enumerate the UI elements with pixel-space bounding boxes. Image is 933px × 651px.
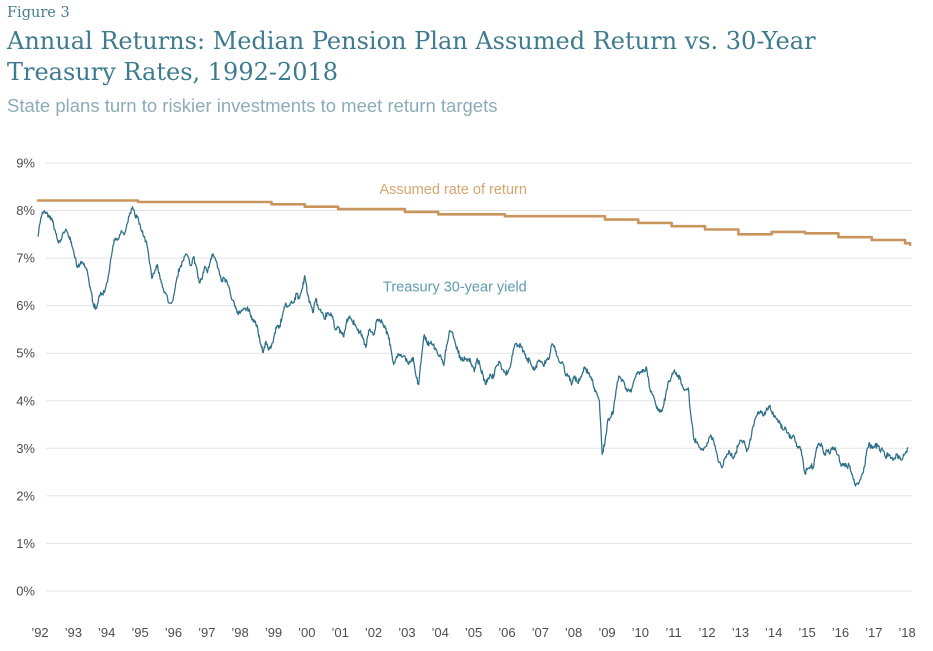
x-axis-label: ’12	[698, 625, 715, 640]
y-axis-label: 3%	[16, 441, 35, 456]
chart-header: Figure 3 Annual Returns: Median Pension …	[7, 5, 912, 117]
y-axis-label: 9%	[16, 156, 35, 171]
x-axis-label: ’11	[665, 625, 681, 640]
x-axis-label: ’04	[432, 625, 449, 640]
x-axis-label: ’01	[332, 625, 349, 640]
x-axis-label: ’07	[532, 625, 549, 640]
y-axis-label: 7%	[16, 251, 35, 266]
x-axis-label: ’95	[131, 625, 148, 640]
x-axis-label: ’09	[598, 625, 615, 640]
y-axis-label: 2%	[16, 488, 35, 503]
y-axis-label: 6%	[16, 298, 35, 313]
treasury-yield-line	[37, 206, 909, 487]
x-axis-label: ’13	[732, 625, 749, 640]
x-axis-label: ’10	[632, 625, 649, 640]
x-axis-label: ’97	[198, 625, 215, 640]
x-axis-label: ’18	[898, 625, 915, 640]
x-axis-label: ’02	[365, 625, 382, 640]
assumed-rate-line	[36, 199, 912, 247]
y-axis-label: 1%	[16, 536, 35, 551]
x-axis-label: ’08	[565, 625, 582, 640]
x-axis-label: ’17	[865, 625, 882, 640]
x-axis-label: ’98	[231, 625, 248, 640]
y-axis-label: 8%	[16, 203, 35, 218]
assumed-rate-label: Assumed rate of return	[379, 182, 527, 198]
x-axis-label: ’96	[165, 625, 182, 640]
chart-title: Annual Returns: Median Pension Plan Assu…	[7, 27, 816, 87]
treasury-yield-label: Treasury 30-year yield	[383, 279, 527, 295]
x-axis-label: ’15	[798, 625, 815, 640]
x-axis-label: ’93	[65, 625, 82, 640]
x-axis-label: ’92	[31, 625, 48, 640]
x-axis-label: ’16	[832, 625, 849, 640]
y-axis-label: 5%	[16, 346, 35, 361]
y-axis-label: 0%	[16, 584, 35, 599]
x-axis-label: ’03	[398, 625, 415, 640]
x-axis-label: ’05	[465, 625, 482, 640]
x-axis-label: ’14	[765, 625, 782, 640]
figure-label: Figure 3	[7, 5, 70, 21]
x-axis-label: ’06	[498, 625, 515, 640]
x-axis-label: ’94	[98, 625, 115, 640]
x-axis-label: ’00	[298, 625, 315, 640]
x-axis-label: ’99	[265, 625, 282, 640]
y-axis-label: 4%	[16, 393, 35, 408]
chart-subtitle: State plans turn to riskier investments …	[7, 95, 498, 117]
